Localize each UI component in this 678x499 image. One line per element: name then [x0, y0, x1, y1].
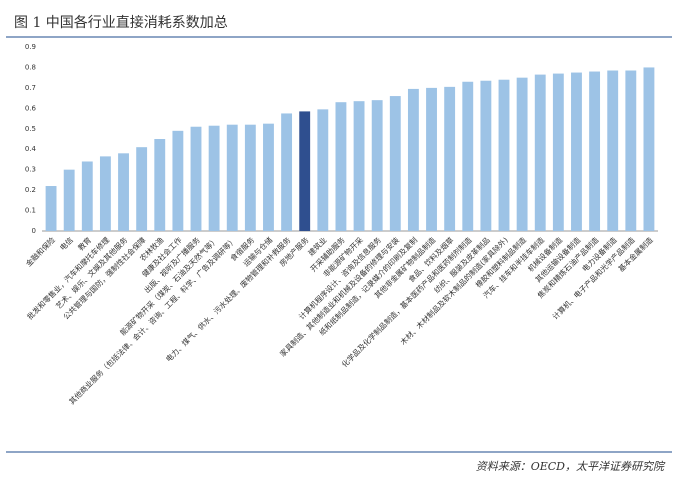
y-tick-label: 0.9 — [25, 43, 36, 51]
chart-title: 图 1 中国各行业直接消耗系数加总 — [14, 14, 228, 31]
bar — [552, 73, 564, 231]
bar — [607, 70, 619, 231]
bar — [335, 102, 347, 231]
bar — [244, 124, 256, 231]
bar — [589, 71, 601, 232]
bar — [462, 81, 474, 231]
x-tick-label: 金融和保险 — [23, 234, 57, 268]
y-tick-label: 0.5 — [25, 125, 36, 133]
bar — [353, 101, 365, 231]
y-tick-label: 0.7 — [25, 84, 36, 92]
bar — [534, 74, 546, 231]
y-tick-label: 0.4 — [25, 145, 37, 153]
bar — [208, 125, 220, 231]
bar — [99, 156, 111, 231]
bar — [371, 100, 383, 232]
bar — [172, 130, 184, 231]
bar — [516, 77, 528, 232]
bar — [571, 72, 582, 231]
bar — [226, 124, 238, 231]
bar — [498, 79, 510, 231]
y-tick-label: 0.8 — [25, 63, 36, 71]
y-tick-label: 0.1 — [25, 207, 36, 215]
bar — [281, 113, 293, 231]
bar — [190, 126, 202, 231]
y-tick-label: 0 — [32, 227, 36, 235]
bar — [81, 161, 93, 231]
bar — [263, 123, 274, 231]
x-tick-label: 电信 — [57, 234, 75, 252]
source: 资料来源：OECD，太平洋证券研究院 — [476, 460, 666, 473]
bar — [299, 111, 311, 231]
bar — [444, 86, 456, 231]
bar — [480, 80, 492, 231]
y-tick-label: 0.3 — [25, 166, 36, 174]
y-tick-label: 0.6 — [25, 104, 37, 112]
bar — [154, 139, 166, 231]
bar — [389, 96, 401, 231]
bar — [63, 169, 75, 231]
bar — [625, 70, 637, 231]
bar — [45, 186, 57, 231]
bar — [118, 153, 129, 231]
bar — [426, 87, 437, 231]
bar — [136, 147, 148, 231]
bar — [643, 67, 655, 231]
y-tick-label: 0.2 — [25, 186, 36, 194]
bar — [317, 109, 329, 231]
bar — [407, 88, 419, 232]
